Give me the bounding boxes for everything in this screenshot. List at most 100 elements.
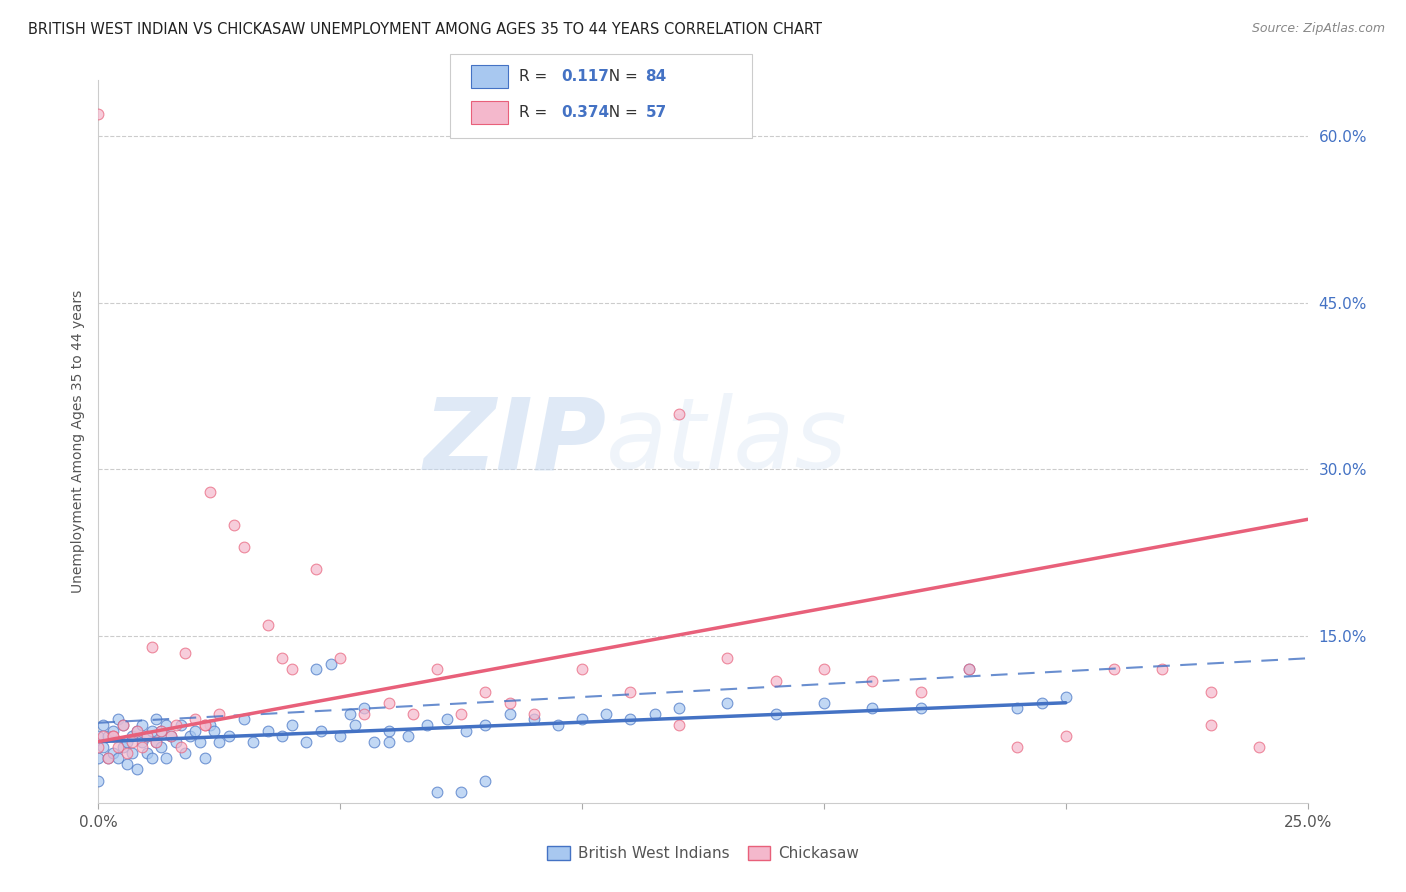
Point [101, 746, 124, 760]
Point [165, 734, 187, 748]
Point [232, 540, 254, 554]
Point [111, 740, 134, 755]
Point [454, 723, 477, 738]
Point [309, 723, 332, 738]
Point [135, 746, 157, 760]
Text: atlas: atlas [606, 393, 848, 490]
Point [813, 696, 835, 710]
Point [111, 718, 134, 732]
Point [91, 740, 114, 755]
Point [141, 640, 163, 655]
Point [1031, 696, 1053, 710]
Point [135, 729, 157, 743]
Point [145, 734, 167, 748]
Point [619, 684, 641, 698]
Point [174, 646, 197, 660]
Point [1102, 662, 1125, 676]
Text: BRITISH WEST INDIAN VS CHICKASAW UNEMPLOYMENT AMONG AGES 35 TO 44 YEARS CORRELAT: BRITISH WEST INDIAN VS CHICKASAW UNEMPLO… [28, 22, 823, 37]
Point [204, 723, 226, 738]
Point [127, 723, 149, 738]
Point [184, 723, 207, 738]
Point [145, 734, 167, 748]
Point [281, 718, 304, 732]
Point [353, 706, 375, 721]
Point [232, 713, 254, 727]
Point [377, 696, 399, 710]
Point [208, 734, 231, 748]
Point [101, 729, 124, 743]
Point [295, 734, 318, 748]
Point [416, 718, 439, 732]
Point [1249, 740, 1271, 755]
Point [107, 713, 129, 727]
Point [155, 751, 177, 765]
Point [1152, 662, 1174, 676]
Point [363, 734, 385, 748]
Point [87, 773, 110, 788]
Point [765, 673, 787, 688]
Point [305, 562, 328, 576]
Point [87, 751, 110, 765]
Point [131, 718, 153, 732]
Point [160, 729, 183, 743]
Point [595, 706, 617, 721]
Point [1199, 684, 1222, 698]
Point [141, 751, 163, 765]
Point [194, 751, 217, 765]
Point [436, 713, 458, 727]
Point [523, 713, 546, 727]
Point [319, 657, 342, 671]
Point [97, 751, 120, 765]
Text: ZIP: ZIP [423, 393, 606, 490]
Point [377, 734, 399, 748]
Point [396, 729, 419, 743]
Point [127, 723, 149, 738]
Point [644, 706, 666, 721]
Point [174, 746, 197, 760]
Point [222, 517, 245, 532]
Point [426, 785, 449, 799]
Point [141, 723, 163, 738]
Text: R =: R = [519, 70, 553, 84]
Point [329, 651, 352, 665]
Point [87, 106, 110, 120]
Point [765, 706, 787, 721]
Point [179, 729, 201, 743]
Point [117, 756, 139, 771]
Text: R =: R = [519, 105, 553, 120]
Point [402, 706, 425, 721]
Point [813, 662, 835, 676]
Point [910, 684, 932, 698]
Point [1199, 718, 1222, 732]
Point [498, 706, 520, 721]
Point [131, 740, 153, 755]
Point [353, 701, 375, 715]
Point [169, 740, 191, 755]
Point [474, 718, 496, 732]
Point [121, 746, 143, 760]
Point [198, 718, 221, 732]
Point [87, 740, 110, 755]
Point [188, 734, 211, 748]
Point [91, 729, 114, 743]
Point [571, 662, 593, 676]
Legend: British West Indians, Chickasaw: British West Indians, Chickasaw [541, 840, 865, 867]
Point [145, 713, 167, 727]
Point [150, 740, 173, 755]
Point [474, 773, 496, 788]
Point [716, 696, 738, 710]
Point [450, 706, 472, 721]
Point [910, 701, 932, 715]
Point [101, 729, 124, 743]
Point [101, 723, 124, 738]
Point [87, 729, 110, 743]
Point [957, 662, 980, 676]
Point [668, 407, 690, 421]
Point [571, 713, 593, 727]
Point [474, 684, 496, 698]
Point [523, 706, 546, 721]
Point [547, 718, 569, 732]
Point [198, 484, 221, 499]
Point [169, 718, 191, 732]
Point [150, 723, 173, 738]
